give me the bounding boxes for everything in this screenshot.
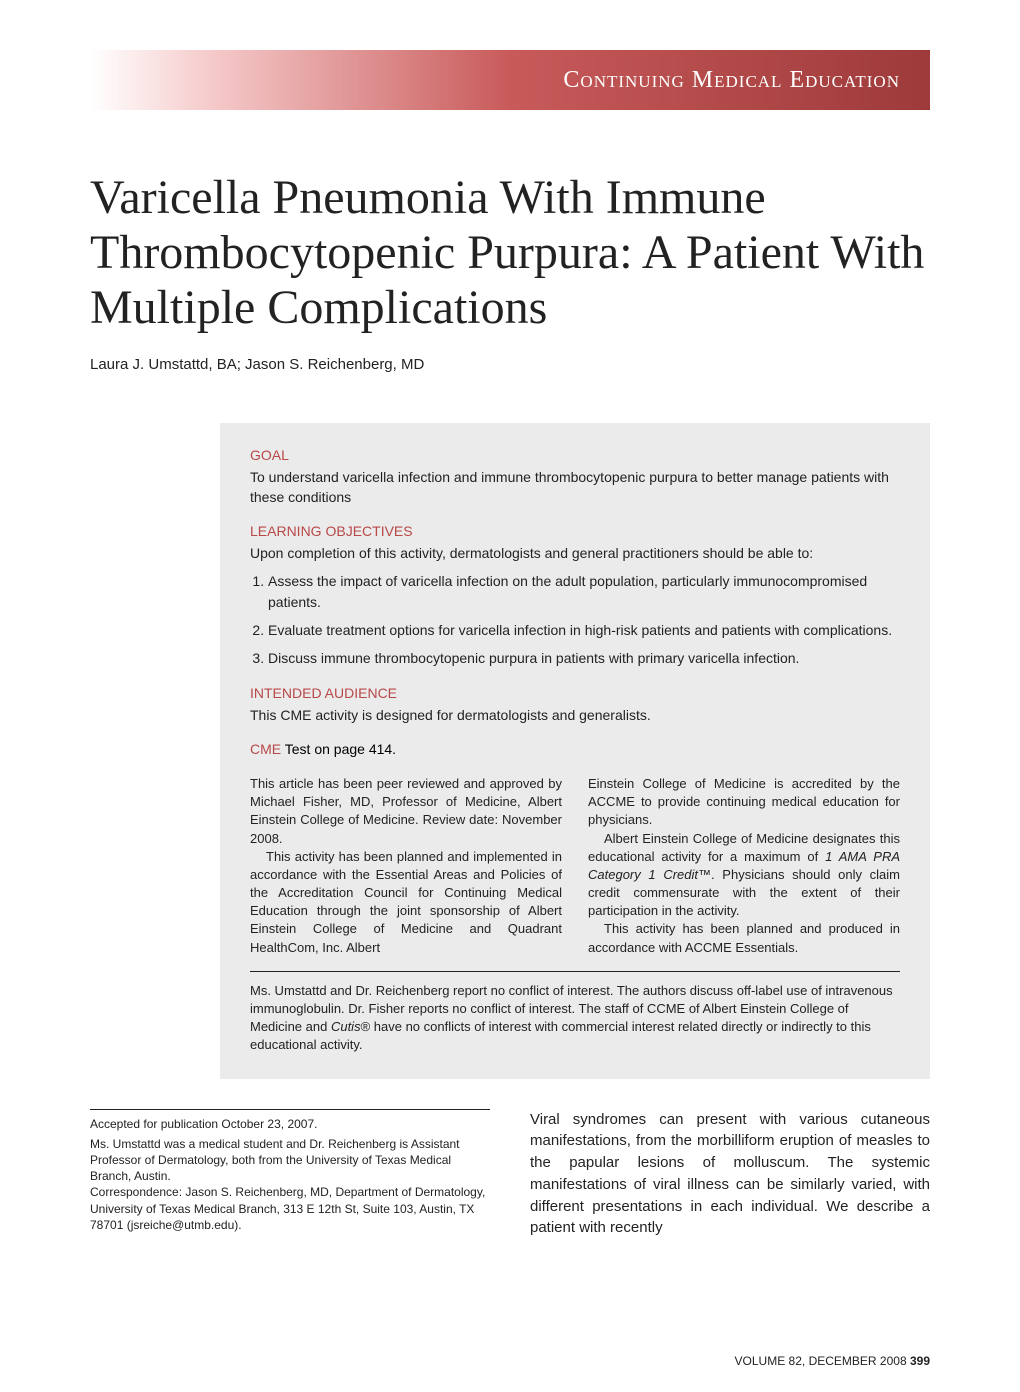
cme-label: CME (250, 741, 281, 757)
cme-test-line: CME Test on page 414. (250, 741, 900, 757)
author-affiliation: Ms. Umstattd was a medical student and D… (90, 1136, 490, 1185)
cme-box: GOAL To understand varicella infection a… (220, 423, 930, 1079)
objectives-intro: Upon completion of this activity, dermat… (250, 543, 900, 563)
audience-body: This CME activity is designed for dermat… (250, 705, 900, 725)
cme-test-text: Test on page 414. (281, 741, 396, 757)
objective-item: Discuss immune thrombocytopenic purpura … (268, 648, 900, 668)
publication-info: Accepted for publication October 23, 200… (90, 1109, 490, 1240)
approval-text: Einstein College of Medicine is accredit… (588, 775, 900, 830)
goal-body: To understand varicella infection and im… (250, 467, 900, 508)
audience-heading: INTENDED AUDIENCE (250, 685, 900, 701)
goal-heading: GOAL (250, 447, 900, 463)
objective-item: Assess the impact of varicella infection… (268, 571, 900, 612)
abstract-text: Viral syndromes can present with various… (530, 1109, 930, 1240)
objective-item: Evaluate treatment options for varicella… (268, 620, 900, 640)
approval-text: This article has been peer reviewed and … (250, 775, 562, 848)
divider (250, 971, 900, 972)
objectives-heading: LEARNING OBJECTIVES (250, 523, 900, 539)
objectives-list: Assess the impact of varicella infection… (250, 571, 900, 668)
page-footer: VOLUME 82, DECEMBER 2008 399 (735, 1354, 930, 1368)
volume-info: VOLUME 82, DECEMBER 2008 (735, 1354, 907, 1368)
article-title: Varicella Pneumonia With Immune Thromboc… (90, 170, 930, 336)
approval-left-column: This article has been peer reviewed and … (250, 775, 562, 957)
approval-right-column: Einstein College of Medicine is accredit… (588, 775, 900, 957)
page-number: 399 (910, 1354, 930, 1368)
correspondence: Correspondence: Jason S. Reichenberg, MD… (90, 1184, 490, 1233)
disclosure-text: Ms. Umstattd and Dr. Reichenberg report … (250, 982, 900, 1055)
article-authors: Laura J. Umstattd, BA; Jason S. Reichenb… (90, 356, 930, 373)
accepted-date: Accepted for publication October 23, 200… (90, 1109, 490, 1132)
bottom-columns: Accepted for publication October 23, 200… (90, 1109, 930, 1240)
approval-text: This activity has been planned and produ… (588, 920, 900, 956)
approval-text: This activity has been planned and imple… (250, 848, 562, 957)
header-banner: Continuing Medical Education (90, 50, 930, 110)
header-banner-text: Continuing Medical Education (563, 67, 900, 94)
approval-columns: This article has been peer reviewed and … (250, 775, 900, 957)
approval-text: Albert Einstein College of Medicine desi… (588, 830, 900, 921)
